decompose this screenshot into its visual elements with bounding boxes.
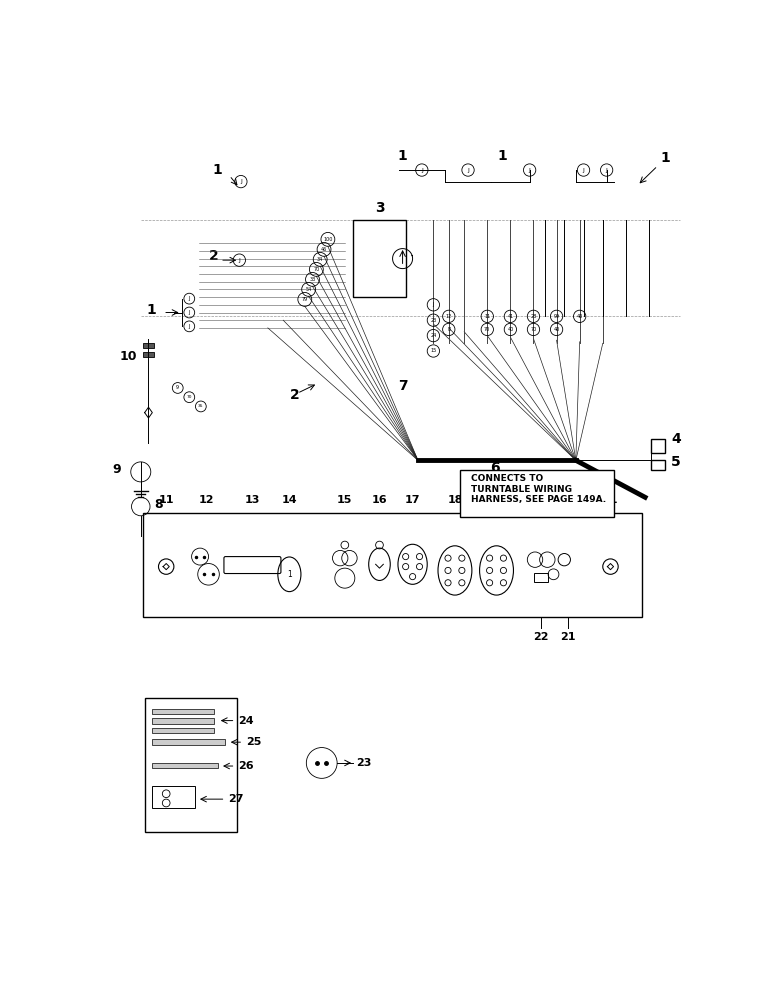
Text: 1: 1	[397, 149, 407, 163]
Text: 15: 15	[430, 349, 436, 354]
Text: 2: 2	[290, 388, 299, 402]
Text: 23: 23	[357, 758, 372, 768]
Text: 7: 7	[398, 378, 408, 392]
Bar	[152, 728, 214, 733]
Text: 18: 18	[447, 495, 462, 505]
Bar	[152, 739, 225, 745]
Text: 11: 11	[484, 314, 490, 319]
Text: 8: 8	[447, 327, 450, 332]
Text: J: J	[239, 258, 240, 263]
Text: 15: 15	[337, 495, 353, 505]
Text: 1: 1	[287, 570, 292, 579]
Text: 1: 1	[497, 149, 507, 163]
Text: 22: 22	[533, 632, 549, 642]
Text: J: J	[529, 168, 530, 173]
Text: 23: 23	[430, 318, 436, 323]
Text: 20: 20	[533, 495, 549, 505]
Text: 40: 40	[507, 327, 513, 332]
Text: J: J	[606, 168, 608, 173]
Text: 3: 3	[374, 201, 384, 215]
Text: 24: 24	[430, 333, 436, 338]
Text: 12: 12	[445, 314, 452, 319]
Text: 11: 11	[603, 495, 618, 505]
Text: J: J	[467, 168, 469, 173]
Text: 40: 40	[554, 327, 560, 332]
Text: 46: 46	[321, 247, 327, 252]
Text: 1: 1	[146, 303, 156, 317]
Text: 5: 5	[672, 456, 681, 470]
Bar	[143, 513, 642, 617]
Text: 2: 2	[208, 249, 218, 263]
Text: 34: 34	[317, 257, 323, 262]
Text: 27: 27	[228, 794, 243, 804]
Text: 25: 25	[246, 737, 262, 747]
Bar	[144, 698, 237, 832]
Text: 70: 70	[530, 327, 537, 332]
Text: 100: 100	[323, 237, 333, 242]
Text: 35: 35	[198, 404, 204, 408]
Text: 79: 79	[302, 297, 308, 302]
Bar	[143, 343, 154, 348]
Text: 41: 41	[507, 314, 513, 319]
Bar	[152, 786, 195, 808]
Bar	[152, 763, 218, 768]
Text: J: J	[188, 310, 190, 315]
Text: 1: 1	[640, 151, 670, 183]
Text: 26: 26	[239, 761, 254, 771]
Text: J: J	[188, 324, 190, 329]
Text: 9: 9	[112, 463, 121, 476]
Text: 24: 24	[239, 716, 254, 726]
Text: J: J	[240, 179, 242, 184]
Text: 33: 33	[310, 277, 316, 282]
Text: 99: 99	[554, 314, 560, 319]
Text: 17: 17	[405, 495, 420, 505]
Text: 10: 10	[120, 350, 137, 363]
Text: 13: 13	[245, 495, 260, 505]
Text: 70: 70	[313, 267, 320, 272]
Bar	[460, 470, 615, 517]
Text: 11: 11	[158, 495, 174, 505]
Text: J: J	[421, 168, 423, 173]
Bar	[152, 709, 214, 714]
Text: CONNECTS TO
TURNTABLE WIRING
HARNESS, SEE PAGE 149A.: CONNECTS TO TURNTABLE WIRING HARNESS, SE…	[472, 474, 607, 504]
Text: 14: 14	[282, 495, 297, 505]
Text: 16: 16	[371, 495, 388, 505]
Bar	[652, 460, 665, 470]
Bar	[152, 718, 214, 724]
Text: 6: 6	[490, 461, 499, 475]
Text: 54: 54	[306, 287, 312, 292]
Text: 4: 4	[672, 432, 681, 446]
Text: 9: 9	[176, 385, 179, 390]
Text: 21: 21	[560, 632, 576, 642]
Text: 12: 12	[198, 495, 214, 505]
Text: J: J	[432, 302, 434, 307]
Text: J: J	[583, 168, 584, 173]
Text: 70: 70	[187, 395, 192, 399]
Text: 28: 28	[530, 314, 537, 319]
Bar	[143, 352, 154, 357]
Text: 70: 70	[484, 327, 490, 332]
Bar	[652, 439, 665, 453]
Text: J: J	[188, 296, 190, 301]
Text: 19: 19	[489, 495, 504, 505]
Text: 8: 8	[154, 498, 163, 511]
Bar	[534, 573, 548, 582]
Text: 1: 1	[212, 163, 222, 177]
Bar	[353, 220, 406, 297]
Text: 40: 40	[577, 314, 583, 319]
